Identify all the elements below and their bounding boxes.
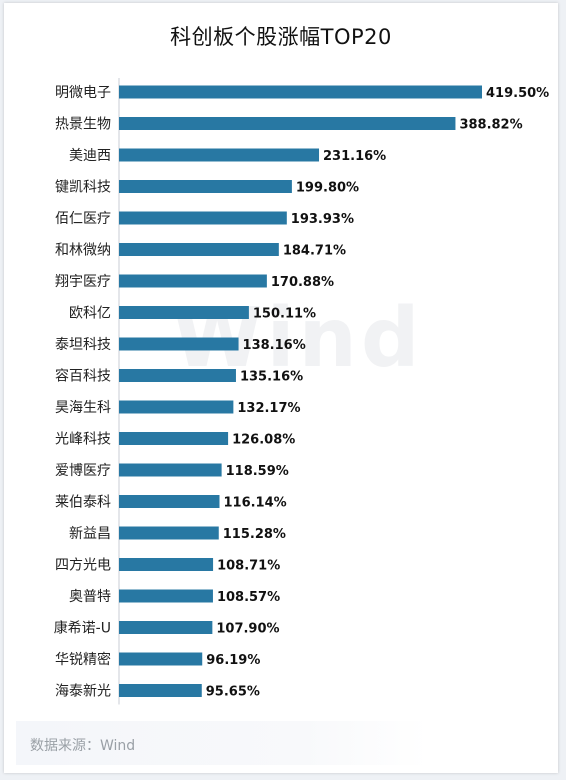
bar [119,684,202,697]
chart-title: 科创板个股涨幅TOP20 [170,25,392,49]
source-footer [16,721,428,765]
value-label: 170.88% [271,275,334,290]
category-label: 泰坦科技 [55,337,111,353]
category-label: 四方光电 [55,558,111,574]
value-label: 150.11% [253,307,316,322]
bar [119,589,213,603]
category-label: 康希诺-U [54,620,111,637]
data-source: 数据来源：Wind [30,738,136,754]
category-label: 莱伯泰科 [55,495,111,511]
bar [119,621,213,634]
value-label: 116.14% [223,496,286,511]
value-label: 199.80% [296,181,359,196]
value-label: 419.50% [486,86,549,101]
value-label: 138.16% [243,338,306,353]
value-label: 108.71% [217,559,280,574]
value-label: 96.19% [206,653,260,668]
value-label: 95.65% [206,685,260,700]
category-label: 欧科亿 [69,306,111,322]
value-label: 115.28% [223,527,286,542]
bar [119,243,279,256]
bar-chart: 明微电子 419.50% 热景生物 388.82% 美迪西 231.16% 键凯科技 199.… [54,78,549,705]
category-label: 海泰新光 [55,684,111,700]
bar [119,85,482,99]
value-label: 388.82% [459,118,522,133]
category-label: 奥普特 [69,588,111,605]
chart-card: 科创板个股涨幅TOP20 Wind 明微电子 419.50% 热景生物 388.82%… [4,3,558,773]
value-label: 231.16% [323,149,386,164]
bar [119,306,249,319]
bar [119,558,214,571]
bar [119,495,220,508]
bar [119,463,222,477]
category-label: 和林微纳 [55,243,111,259]
bar [119,274,267,288]
category-label: 明微电子 [55,85,111,101]
bar [119,211,287,225]
bar [119,148,320,162]
bar [119,432,229,445]
value-label: 132.17% [237,401,300,416]
bar [119,400,234,414]
bar [119,526,219,540]
category-label: 热景生物 [55,117,111,133]
bar [119,117,456,130]
bar [119,337,239,351]
category-label: 光峰科技 [55,432,111,448]
category-label: 新益昌 [69,526,111,542]
value-label: 126.08% [232,433,295,448]
category-label: 键凯科技 [55,180,111,196]
value-label: 193.93% [291,212,354,227]
category-label: 昊海生科 [55,400,111,416]
category-label: 容百科技 [55,368,111,385]
bar [119,369,236,382]
value-label: 184.71% [283,244,346,259]
value-label: 108.57% [217,590,280,605]
bar [119,180,292,193]
category-label: 华锐精密 [55,651,111,668]
category-label: 爱博医疗 [55,462,111,479]
value-label: 107.90% [216,622,279,637]
category-label: 翔宇医疗 [55,274,111,290]
value-label: 135.16% [240,370,303,385]
value-label: 118.59% [226,464,289,479]
category-label: 佰仁医疗 [55,211,111,227]
category-label: 美迪西 [69,148,111,164]
bar [119,652,203,666]
